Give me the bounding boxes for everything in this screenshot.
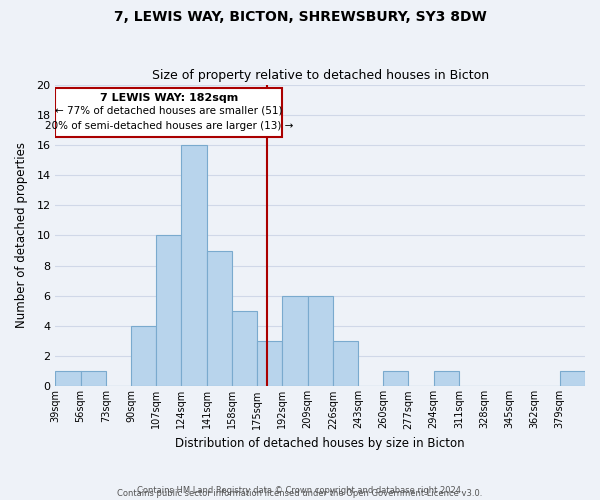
Bar	[308, 296, 333, 386]
X-axis label: Distribution of detached houses by size in Bicton: Distribution of detached houses by size …	[175, 437, 465, 450]
Bar	[383, 372, 409, 386]
Text: 7, LEWIS WAY, BICTON, SHREWSBURY, SY3 8DW: 7, LEWIS WAY, BICTON, SHREWSBURY, SY3 8D…	[113, 10, 487, 24]
FancyBboxPatch shape	[55, 88, 283, 138]
Bar	[560, 372, 585, 386]
Text: Contains public sector information licensed under the Open Government Licence v3: Contains public sector information licen…	[118, 488, 482, 498]
Bar	[206, 250, 232, 386]
Bar	[156, 236, 181, 386]
Text: ← 77% of detached houses are smaller (51): ← 77% of detached houses are smaller (51…	[55, 106, 283, 116]
Bar	[55, 372, 80, 386]
Bar	[80, 372, 106, 386]
Y-axis label: Number of detached properties: Number of detached properties	[15, 142, 28, 328]
Text: 20% of semi-detached houses are larger (13) →: 20% of semi-detached houses are larger (…	[44, 121, 293, 131]
Bar	[257, 341, 283, 386]
Bar	[131, 326, 156, 386]
Text: 7 LEWIS WAY: 182sqm: 7 LEWIS WAY: 182sqm	[100, 92, 238, 102]
Bar	[181, 145, 206, 386]
Bar	[283, 296, 308, 386]
Text: Contains HM Land Registry data © Crown copyright and database right 2024.: Contains HM Land Registry data © Crown c…	[137, 486, 463, 495]
Bar	[333, 341, 358, 386]
Title: Size of property relative to detached houses in Bicton: Size of property relative to detached ho…	[152, 69, 489, 82]
Bar	[434, 372, 459, 386]
Bar	[232, 311, 257, 386]
